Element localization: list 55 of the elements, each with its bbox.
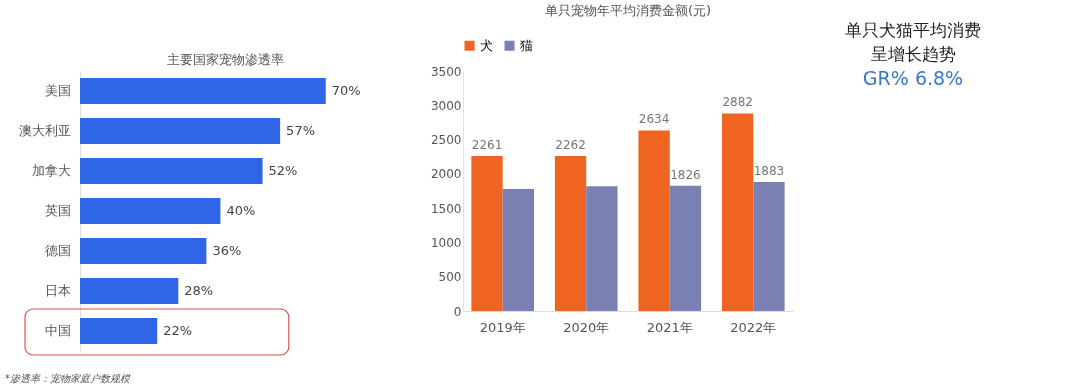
y-tick-label: 中国 [44,323,71,338]
y-tick-label: 2500 [430,133,462,148]
bar [502,188,535,311]
data-label: 2634 [638,112,670,127]
y-tick-label: 1500 [430,201,462,216]
bar [753,181,785,311]
text: 呈增长趋势 [870,44,956,64]
bar [80,158,263,184]
y-tick-label: 2000 [430,167,462,182]
data-label: 1883 [753,163,785,178]
bar [80,78,326,104]
y-tick-label: 日本 [44,283,71,298]
y-tick-label: 500 [438,270,462,285]
x-tick-label: 2022年 [730,319,777,335]
bar [669,185,702,311]
data-label: 1826 [670,167,701,182]
text: 单只犬猫平均消费 [845,20,981,40]
y-tick-label: 0 [453,304,462,319]
bar [554,155,587,311]
y-tick-label: 3500 [430,64,462,79]
bar [471,155,503,311]
bar [80,318,158,344]
y-tick-label: 美国 [44,83,71,98]
legend-label: 犬 [480,37,493,53]
bar [721,113,754,311]
x-tick-label: 2021年 [646,319,693,335]
chart-title: 主要国家宠物渗透率 [166,52,284,67]
bar [80,198,221,224]
x-tick-label: 2019年 [479,319,526,335]
y-tick-label: 英国 [44,203,71,218]
data-label: 2882 [722,95,753,110]
data-label: 70% [331,83,361,98]
bar [638,130,670,311]
data-label: 52% [268,163,298,178]
bar [586,186,618,311]
data-label: 2262 [555,137,586,152]
data-label: 40% [226,203,256,218]
chart-title: 单只宠物年平均消费金额(元) [544,3,712,18]
bar [80,278,179,304]
bar [80,238,207,264]
legend-label: 猫 [520,37,533,53]
data-label: 22% [163,323,193,338]
y-tick-label: 3000 [430,98,462,113]
y-tick-label: 澳大利亚 [18,123,71,138]
text: *渗透率：宠物家庭户数规模 [5,373,132,384]
y-tick-label: 德国 [44,243,71,258]
data-label: 2261 [471,137,503,152]
bar [80,118,281,144]
y-tick-label: 加拿大 [31,163,71,178]
y-tick-label: 1000 [430,235,462,250]
x-tick-label: 2020年 [563,319,610,335]
data-label: 57% [286,123,316,138]
data-label: 28% [184,283,214,298]
data-label: 36% [212,243,242,258]
text: GR% 6.8% [862,67,964,89]
